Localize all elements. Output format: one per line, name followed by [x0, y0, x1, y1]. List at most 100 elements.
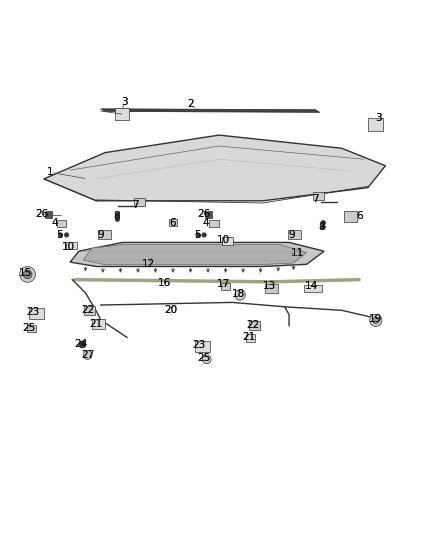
Circle shape	[321, 225, 325, 229]
Polygon shape	[57, 220, 66, 227]
Text: 26: 26	[35, 209, 48, 219]
Circle shape	[115, 213, 120, 217]
Text: 17: 17	[217, 279, 230, 289]
Text: 7: 7	[312, 193, 319, 204]
Text: 23: 23	[26, 308, 39, 318]
Polygon shape	[250, 321, 260, 330]
Text: 7: 7	[312, 193, 319, 204]
Text: 26: 26	[35, 209, 48, 219]
Circle shape	[115, 217, 120, 221]
Text: 10: 10	[217, 235, 230, 245]
Polygon shape	[304, 285, 322, 292]
Text: 5: 5	[56, 230, 63, 239]
Text: 4: 4	[202, 217, 209, 228]
Text: 21: 21	[242, 333, 255, 343]
Text: 6: 6	[170, 217, 177, 228]
Text: 23: 23	[26, 308, 39, 318]
Polygon shape	[344, 211, 357, 222]
Text: 4: 4	[51, 217, 58, 228]
Text: 9: 9	[97, 230, 104, 239]
Text: 8: 8	[113, 211, 120, 221]
Text: 9: 9	[97, 230, 104, 239]
Text: 3: 3	[121, 97, 128, 107]
Text: 18: 18	[232, 289, 245, 298]
Text: 1: 1	[47, 167, 54, 177]
Text: 22: 22	[81, 305, 94, 316]
Polygon shape	[29, 308, 44, 319]
Text: 20: 20	[164, 305, 177, 316]
Circle shape	[321, 221, 325, 225]
Text: 6: 6	[356, 211, 363, 221]
Text: 11: 11	[291, 248, 304, 259]
Circle shape	[235, 290, 245, 300]
Text: 17: 17	[217, 279, 230, 289]
Text: 13: 13	[263, 281, 276, 291]
Text: 23: 23	[193, 341, 206, 350]
Polygon shape	[27, 325, 36, 332]
Polygon shape	[314, 192, 324, 200]
Text: 5: 5	[194, 230, 201, 239]
Text: 3: 3	[375, 112, 382, 123]
Text: 22: 22	[81, 305, 94, 316]
Text: 23: 23	[193, 341, 206, 350]
Circle shape	[23, 270, 32, 279]
Text: 18: 18	[232, 289, 245, 298]
Text: 21: 21	[90, 319, 103, 329]
Text: 16: 16	[158, 278, 171, 288]
Polygon shape	[195, 341, 210, 352]
Text: 7: 7	[132, 200, 139, 210]
Polygon shape	[70, 243, 324, 266]
Text: 24: 24	[74, 340, 88, 350]
Text: 8: 8	[318, 222, 325, 232]
Text: 7: 7	[132, 200, 139, 210]
Polygon shape	[44, 135, 385, 201]
Polygon shape	[368, 118, 384, 131]
Polygon shape	[101, 109, 320, 112]
Circle shape	[202, 233, 206, 237]
Polygon shape	[98, 230, 111, 239]
Text: 27: 27	[81, 350, 94, 360]
Text: 15: 15	[19, 268, 32, 278]
Polygon shape	[66, 241, 77, 249]
Polygon shape	[221, 282, 230, 290]
Polygon shape	[265, 284, 278, 293]
Text: 22: 22	[247, 320, 260, 330]
Text: 10: 10	[61, 242, 74, 252]
Text: 1: 1	[47, 167, 54, 177]
Circle shape	[58, 233, 63, 237]
Text: 12: 12	[142, 260, 155, 269]
Circle shape	[64, 233, 69, 237]
Text: 26: 26	[197, 209, 210, 219]
Text: 16: 16	[158, 278, 171, 288]
Text: 14: 14	[304, 281, 318, 291]
Text: 24: 24	[74, 340, 88, 350]
Polygon shape	[84, 306, 95, 314]
Text: 21: 21	[242, 333, 255, 343]
Text: 19: 19	[369, 314, 382, 324]
Text: 12: 12	[142, 260, 155, 269]
Polygon shape	[115, 108, 129, 120]
Polygon shape	[83, 245, 307, 265]
Text: 5: 5	[56, 230, 63, 239]
Text: 13: 13	[263, 281, 276, 291]
Text: 25: 25	[197, 353, 210, 364]
Text: 15: 15	[19, 268, 32, 278]
Text: 2: 2	[187, 100, 194, 109]
Text: 6: 6	[356, 211, 363, 221]
Text: 27: 27	[81, 350, 94, 360]
Text: 2: 2	[187, 100, 194, 109]
Polygon shape	[288, 230, 301, 239]
Text: 3: 3	[121, 97, 128, 107]
Circle shape	[373, 317, 379, 324]
Polygon shape	[246, 334, 255, 342]
Text: 20: 20	[164, 305, 177, 316]
Circle shape	[20, 266, 35, 282]
Text: 11: 11	[291, 248, 304, 259]
Text: 4: 4	[202, 217, 209, 228]
Text: 21: 21	[90, 319, 103, 329]
Circle shape	[202, 355, 211, 364]
Text: 6: 6	[170, 217, 177, 228]
Text: 8: 8	[113, 211, 120, 221]
Text: 10: 10	[217, 235, 230, 245]
Polygon shape	[169, 220, 177, 226]
